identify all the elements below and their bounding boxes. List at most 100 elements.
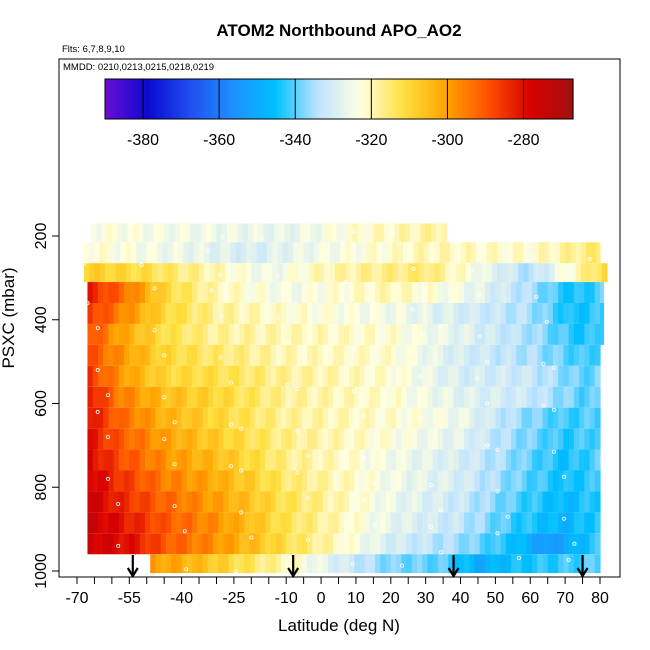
heatmap-cell [422,449,429,471]
colorbar-segment [143,79,146,119]
heatmap-cell [275,470,282,492]
heatmap-cell [448,470,455,492]
colorbar-segment [157,79,160,119]
heatmap-cell [291,491,298,513]
heatmap-cell [97,533,104,555]
heatmap-cell [247,223,254,243]
heatmap-cell [287,263,294,283]
colorbar-segment [239,79,242,119]
colorbar-tick-label: -360 [203,132,235,149]
heatmap-cell [359,470,366,492]
heatmap-cell [103,323,109,345]
heatmap-cell [197,512,204,534]
heatmap-cell [573,303,580,324]
heatmap-cell [223,533,230,555]
heatmap-cell [532,428,538,450]
heatmap-cell [495,449,502,471]
colorbar-segment [151,79,154,119]
colorbar-segment [529,79,532,119]
heatmap-cell [249,491,256,513]
heatmap-cell [511,344,517,366]
heatmap-cell [301,428,308,450]
colorbar-segment [369,79,372,119]
sample-point [477,292,482,297]
sample-point [495,489,500,494]
heatmap-cell [390,303,397,324]
heatmap-cell [385,470,392,492]
heatmap-cell [505,512,512,534]
heatmap-cell [89,263,96,283]
heatmap-cell [369,365,376,387]
heatmap-cell [139,386,146,408]
heatmap-cell [239,554,245,574]
heatmap-cell [521,491,528,513]
colorbar-segment [171,79,174,119]
heatmap-cell [369,470,376,492]
heatmap-cell [584,407,591,429]
heatmap-cell [233,386,240,408]
colorbar-segment [387,79,390,119]
heatmap-cell [474,533,481,555]
heatmap-cell [267,242,273,264]
heatmap-cell [254,407,261,429]
heatmap-cell [144,282,151,303]
heatmap-cell [542,386,549,408]
heatmap-cell [558,282,564,303]
heatmap-cell [242,223,249,243]
heatmap-cell [464,491,470,513]
heatmap-cell [322,533,329,555]
heatmap-cell [558,554,564,574]
profile-arrowhead [576,567,589,579]
heatmap-cell [343,282,350,303]
heatmap-cell [148,223,155,243]
heatmap-cell [505,533,512,555]
heatmap-cell [427,344,434,366]
heatmap-cell [286,491,293,513]
heatmap-cell [579,512,585,534]
x-tick-label: 0 [317,590,326,607]
heatmap-cell [444,242,451,264]
heatmap-cell [155,303,162,324]
heatmap-cell [511,323,517,345]
colorbar-segment [105,79,108,119]
heatmap-cell [296,554,303,574]
heatmap-cell [369,386,376,408]
colorbar-segment [219,79,222,119]
heatmap-cell [207,386,214,408]
heatmap-cell [265,470,272,492]
heatmap-cell [134,365,141,387]
colorbar-segment [135,79,138,119]
sample-point [534,294,539,299]
heatmap-cell [491,263,498,283]
heatmap-cell [186,323,193,345]
heatmap-cell [317,491,324,513]
heatmap-cell [453,554,460,574]
heatmap-cell [338,344,345,366]
heatmap-cell [108,449,115,471]
heatmap-cell [338,365,345,387]
y-tick-label: 400 [33,306,50,333]
sample-point [162,395,167,400]
heatmap-cell [244,282,251,303]
colorbar-segment [533,79,536,119]
heatmap-cell [280,323,287,345]
heatmap-cell [500,365,507,387]
heatmap-cell [92,428,99,450]
heatmap-cell [293,242,299,264]
heatmap-cell [89,242,96,264]
heatmap-cell [338,512,345,534]
colorbar-segment [537,79,540,119]
heatmap-cell [484,449,491,471]
heatmap-cell [228,365,235,387]
heatmap-cell [422,282,429,303]
heatmap-cell [558,491,564,513]
heatmap-cell [589,407,596,429]
sample-point [286,298,291,303]
heatmap-cell [296,449,303,471]
heatmap-cell [396,554,402,574]
heatmap-cell [594,533,601,555]
heatmap-cell [192,428,198,450]
heatmap-cell [589,428,596,450]
heatmap-cell [144,449,151,471]
heatmap-cell [474,491,481,513]
